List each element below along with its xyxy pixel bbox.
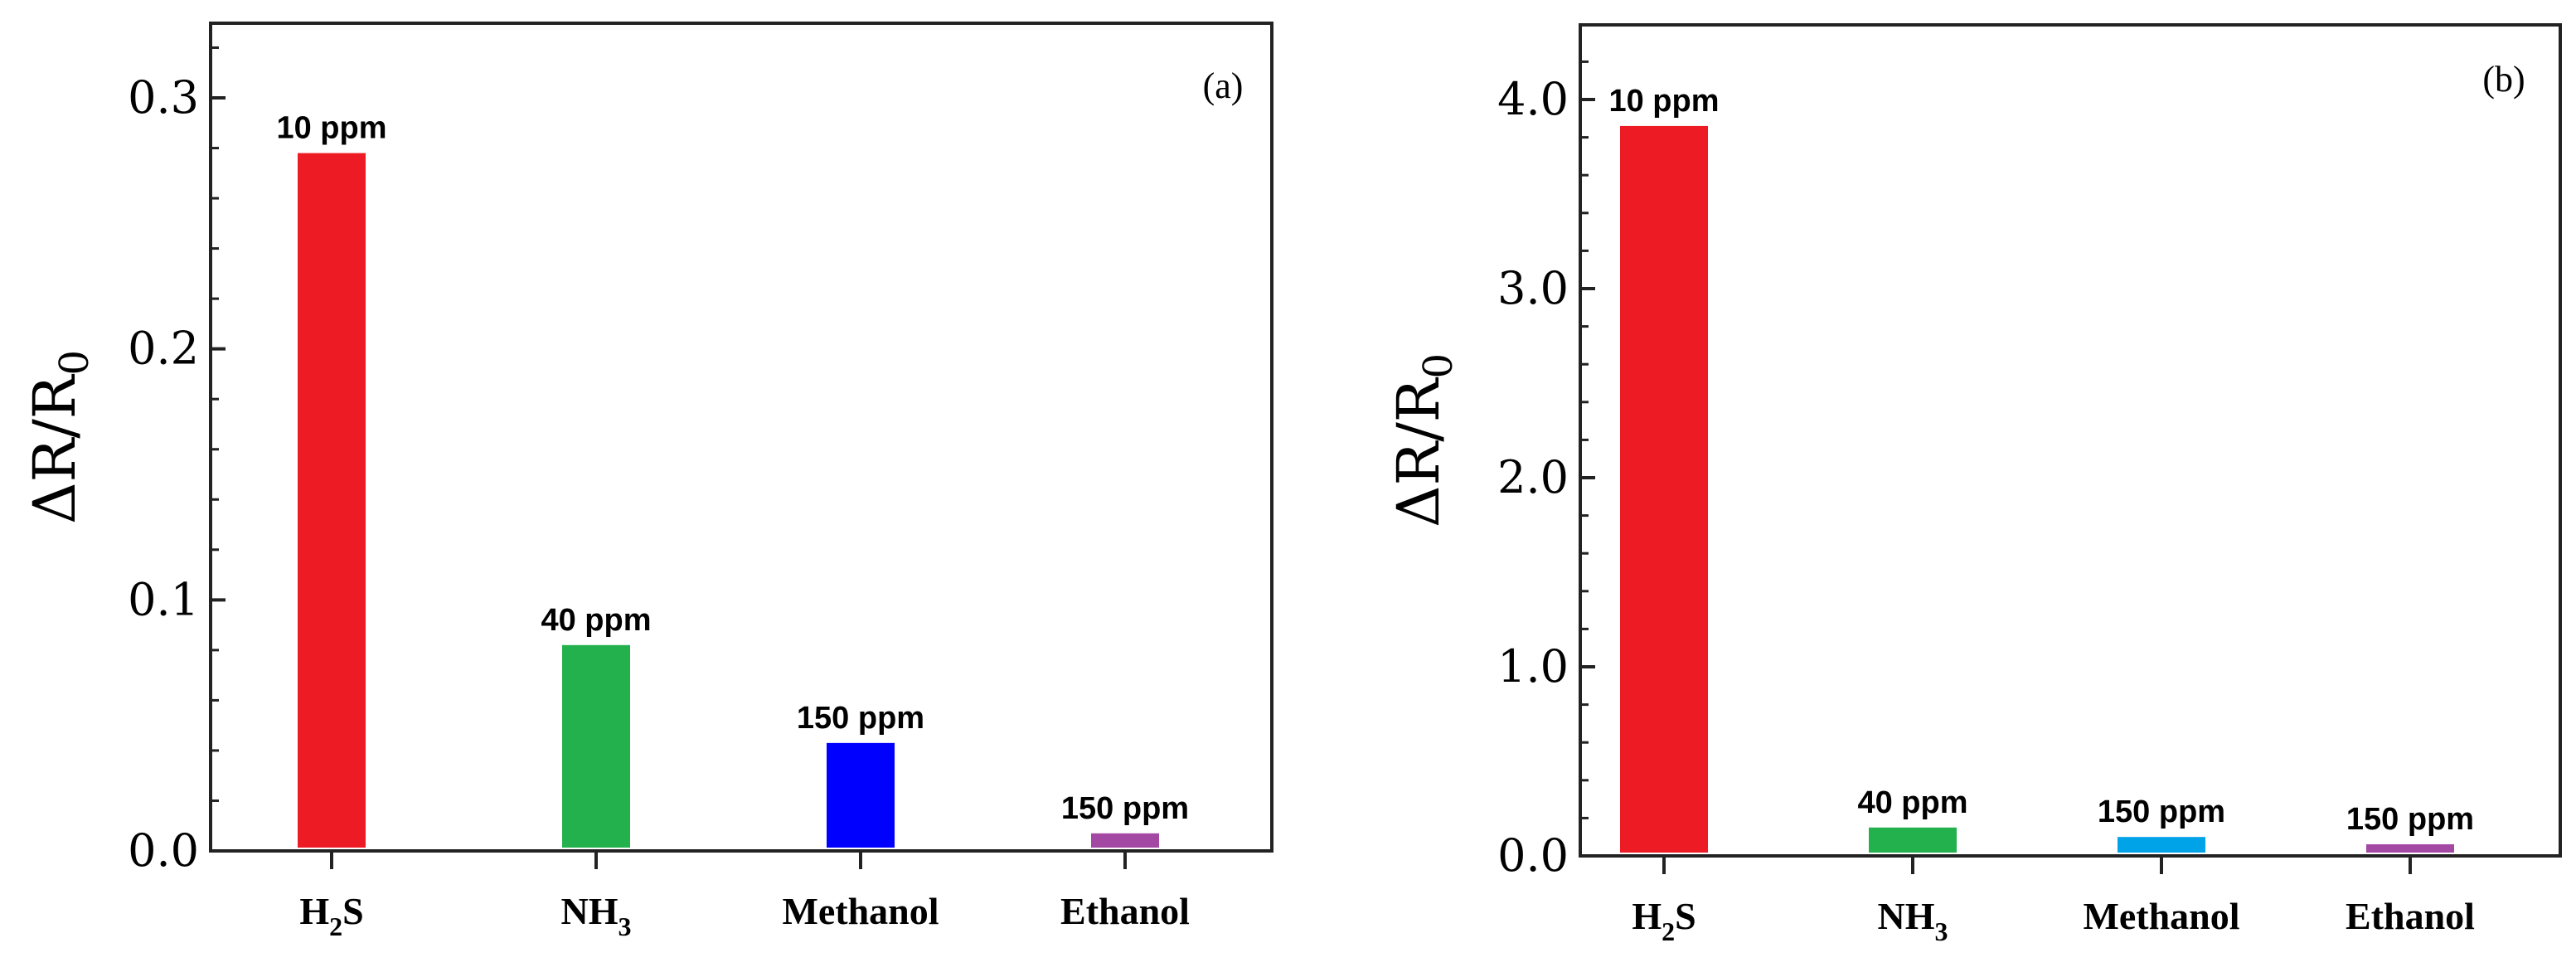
panel-label: (b) [2482,59,2525,100]
x-category-label: NH3 [1878,895,1948,946]
y-tick-label: 2.0 [1497,451,1569,503]
bar [2118,837,2205,853]
y-tick-label: 0.3 [128,71,199,124]
y-tick-label: 0.0 [1497,829,1569,882]
x-category-label: Ethanol [1060,890,1190,932]
bar-value-label: 10 ppm [1608,84,1719,119]
x-category-label: Methanol [782,890,939,932]
bar-value-label: 10 ppm [276,111,386,146]
bar [1091,833,1159,848]
plot-frame [209,22,1273,853]
y-tick-label: 0.0 [128,824,199,877]
plot-frame [1579,23,2562,858]
bar [562,644,630,848]
y-tick-label: 0.1 [128,573,199,625]
x-category-label: Ethanol [2346,895,2475,937]
bar-value-label: 40 ppm [1857,785,1967,820]
bar-value-label: 150 ppm [2098,795,2225,829]
x-category-label: H2S [1632,895,1696,946]
panel-label: (a) [1203,66,1244,106]
bar [827,742,895,848]
y-tick-label: 1.0 [1497,640,1569,693]
bar [1620,125,1708,853]
y-axis-label: ΔR/R0 [21,350,98,524]
bar [1869,827,1957,853]
y-axis-label: ΔR/R0 [1385,353,1462,527]
y-tick-label: 0.2 [128,323,199,375]
chart-panel-b: 0.0 1.0 2.0 3.0 4.0 ΔR/R0 (b) 10 ppm H2S 40 ppm NH… [1385,23,2562,946]
y-tick-label: 4.0 [1497,73,1569,125]
x-category-label: NH3 [561,890,632,941]
x-category-label: H2S [299,890,363,941]
bar-value-label: 40 ppm [541,603,651,638]
bar [298,153,366,848]
x-category-label: Methanol [2083,895,2239,937]
bar [2366,844,2454,853]
bar-value-label: 150 ppm [2346,802,2474,837]
bar-value-label: 150 ppm [797,701,924,736]
y-tick-label: 3.0 [1497,262,1569,314]
chart-panel-a: 0.0 0.1 0.2 0.3 ΔR/R0 (a) 10 ppm H2S 40 ppm NH3 15… [21,22,1273,941]
bar-value-label: 150 ppm [1061,791,1189,826]
